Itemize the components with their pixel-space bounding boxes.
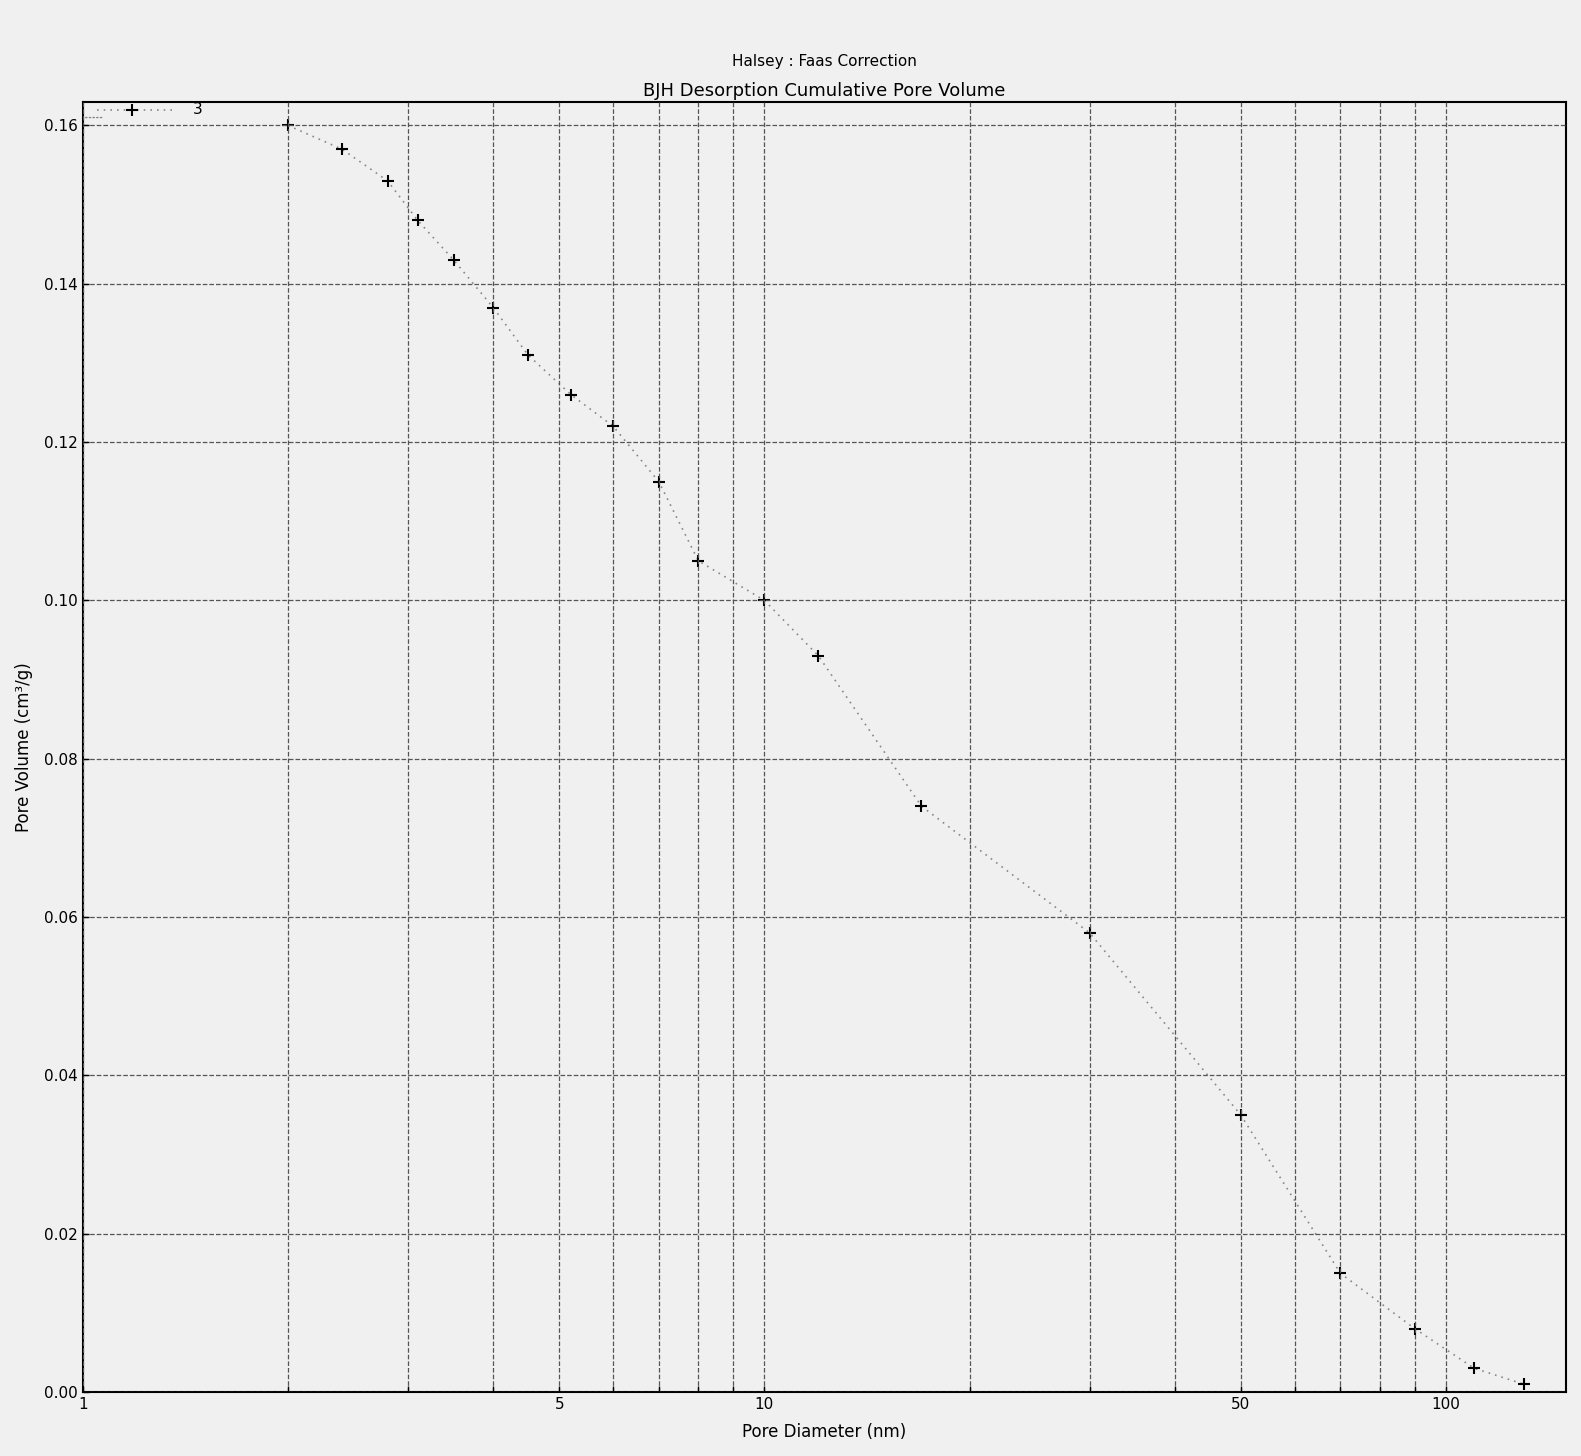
Y-axis label: Pore Volume (cm³/g): Pore Volume (cm³/g) [14, 662, 33, 831]
Text: Halsey : Faas Correction: Halsey : Faas Correction [732, 54, 917, 70]
Title: BJH Desorption Cumulative Pore Volume: BJH Desorption Cumulative Pore Volume [643, 82, 1006, 100]
X-axis label: Pore Diameter (nm): Pore Diameter (nm) [743, 1423, 906, 1441]
Text: 3: 3 [193, 102, 202, 116]
